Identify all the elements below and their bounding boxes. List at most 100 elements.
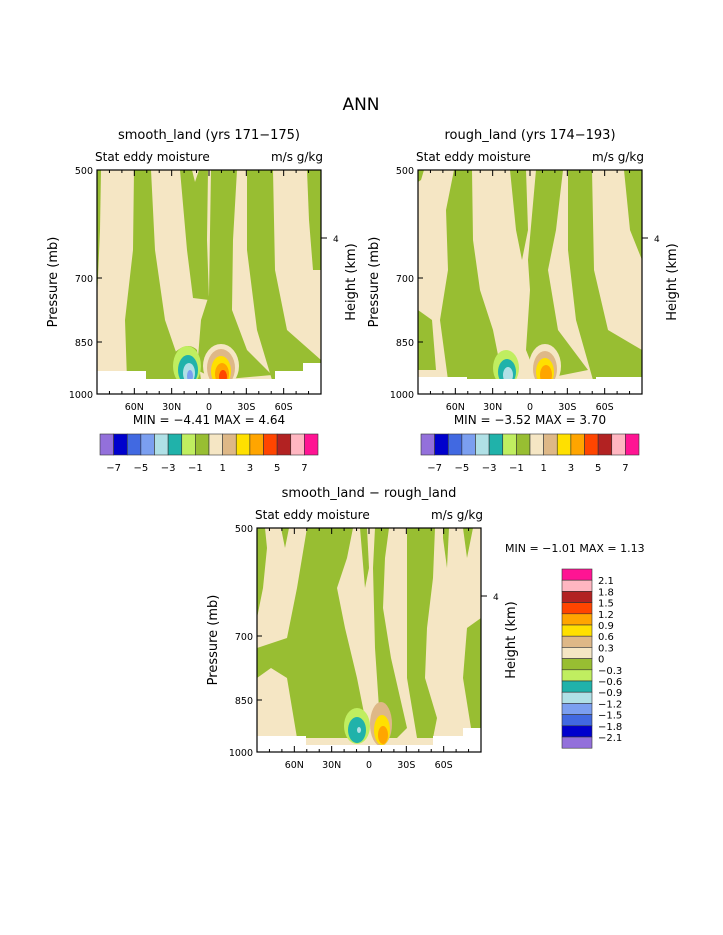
legend-swatch [195,433,210,456]
panel-rough-land [418,170,642,394]
contour-band [624,170,642,260]
panel-subtitle-left: Stat eddy moisture [416,150,531,164]
contour-band [180,170,209,300]
y-tick-label: 850 [75,338,93,349]
legend-label: −1.8 [598,722,622,733]
legend-swatch [276,433,292,456]
legend-swatch [263,433,278,456]
y-tick-label: 1000 [229,748,253,759]
legend-label: −5 [134,463,149,474]
legend-swatch [181,433,196,456]
y-right-tick-label: 4 [654,235,660,245]
contour-band [510,170,528,260]
contour-band [443,528,449,568]
legend-swatch [222,433,237,456]
contour-band [125,170,182,380]
panel-subtitle-right: m/s g/kg [592,150,644,164]
x-tick-label: 30S [397,760,415,771]
legend-swatch [561,680,593,693]
legend-swatch [561,602,593,615]
legend-swatch [420,433,435,456]
min-max-label: MIN = −3.52 MAX = 3.70 [454,413,606,427]
legend-swatch [249,433,264,456]
panel-subtitle-right: m/s g/kg [431,508,483,522]
legend-swatch [561,613,593,626]
legend-swatch [561,658,593,671]
x-tick-label: 30N [322,760,341,771]
y-tick-label: 1000 [69,390,93,401]
legend-label: 5 [274,463,280,474]
legend-swatch [208,433,223,456]
missing-data-mask [418,377,642,394]
legend-label: 3 [568,463,574,474]
contour-band [97,170,101,300]
contour-band [257,528,367,738]
legend-label: 3 [247,463,253,474]
legend-swatch [597,433,613,456]
legend-swatch [561,736,593,749]
x-tick-label: 60N [446,402,465,413]
legend-label: −0.3 [598,666,622,677]
legend-label: −3 [161,463,176,474]
legend-label: −1 [509,463,524,474]
y-tick-label: 700 [75,274,93,285]
panel-subtitle-right: m/s g/kg [271,150,323,164]
missing-data-mask [97,363,321,394]
legend-swatch [561,691,593,704]
missing-data-mask [257,728,481,752]
legend-swatch [290,433,305,456]
y-tick-label: 1000 [390,390,414,401]
legend-swatch [561,669,593,682]
legend-swatch [556,433,572,456]
y-tick-label: 500 [396,166,414,177]
legend-swatch [461,433,476,456]
contour-band [197,170,272,380]
contour-blob [357,727,361,733]
contour-band [463,528,473,558]
panel-title: rough_land (yrs 174−193) [444,128,615,143]
legend-swatch [167,433,183,456]
legend-label: 0 [598,655,604,666]
legend-label: −1.5 [598,711,622,722]
legend-label: −0.9 [598,688,622,699]
contour-band [418,170,424,182]
contour-blob [378,726,388,744]
legend-label: 1 [219,463,225,474]
legend-label: −0.6 [598,677,622,688]
legend-label: 1 [540,463,546,474]
legend-label: 1.2 [598,610,614,621]
legend-label: 1.5 [598,599,614,610]
legend-label: 2.1 [598,576,614,587]
x-tick-label: 30N [483,402,502,413]
panel-title: smooth_land − rough_land [282,486,457,501]
legend-swatch [529,433,544,456]
contour-band [526,170,588,380]
legend-label: −7 [106,463,121,474]
legend-swatch [502,433,517,456]
y-axis-label-right: Height (km) [665,243,680,320]
legend-label: −5 [455,463,470,474]
legend-swatch [447,433,463,456]
x-tick-label: 60N [125,402,144,413]
legend-label: 5 [595,463,601,474]
x-tick-label: 30N [162,402,181,413]
legend-swatch [475,433,490,456]
x-tick-label: 0 [366,760,372,771]
legend-swatch [113,433,128,456]
contour-band [407,528,437,738]
panel-difference [257,528,481,752]
legend-swatch [561,647,593,659]
legend-swatch [561,568,593,581]
legend-label: −3 [482,463,497,474]
contour-band [418,310,436,370]
x-tick-label: 60S [596,402,614,413]
legend-swatch [516,433,531,456]
legend-label: 0.9 [598,621,614,632]
y-tick-label: 700 [396,274,414,285]
legend-label: 1.8 [598,587,614,598]
legend-swatch [99,433,114,456]
legend-swatch [561,635,593,648]
panel-smooth-land [97,170,321,394]
legend-label: −1 [188,463,203,474]
